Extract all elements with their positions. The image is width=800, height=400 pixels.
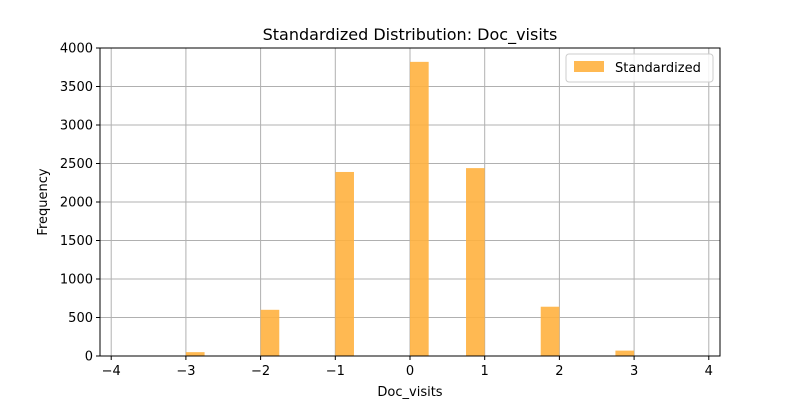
- histogram-bar: [540, 306, 560, 356]
- histogram-bar: [185, 352, 205, 356]
- y-tick-label: 1500: [60, 234, 93, 249]
- x-tick-label: 3: [630, 364, 638, 379]
- y-tick-label: 1000: [60, 273, 93, 288]
- y-axis-label: Frequency: [36, 168, 51, 235]
- x-tick-label: 4: [705, 364, 713, 379]
- y-tick-label: 3000: [60, 119, 93, 134]
- x-tick-label: −1: [326, 364, 345, 379]
- histogram-bar: [410, 61, 429, 357]
- y-tick-label: 2000: [60, 196, 93, 211]
- x-axis-label: Doc_visits: [377, 385, 442, 400]
- legend: Standardized: [565, 53, 714, 83]
- y-tick-label: 0: [85, 350, 93, 365]
- y-tick-label: 500: [68, 311, 93, 326]
- histogram-bar: [335, 171, 354, 356]
- y-tick-label: 3500: [60, 80, 93, 95]
- chart-title: Standardized Distribution: Doc_visits: [263, 25, 558, 45]
- x-tick-label: 0: [406, 364, 414, 379]
- x-axis-ticks: −4 −3 −2 −1 0 1 2 3 4: [102, 356, 713, 379]
- histogram-bar: [466, 168, 485, 356]
- x-tick-label: −2: [251, 364, 270, 379]
- x-tick-label: 1: [481, 364, 489, 379]
- histogram-bar: [615, 350, 635, 356]
- legend-label: Standardized: [615, 61, 701, 76]
- y-tick-label: 2500: [60, 157, 93, 172]
- legend-swatch: [574, 61, 604, 72]
- histogram-bars: [185, 61, 635, 357]
- x-tick-label: 2: [555, 364, 563, 379]
- histogram-bar: [260, 309, 280, 356]
- x-tick-label: −4: [102, 364, 121, 379]
- x-tick-label: −3: [176, 364, 195, 379]
- y-tick-label: 4000: [60, 42, 93, 57]
- y-axis-ticks: 0 500 1000 1500 2000 2500 3000 3500 4000: [60, 42, 100, 365]
